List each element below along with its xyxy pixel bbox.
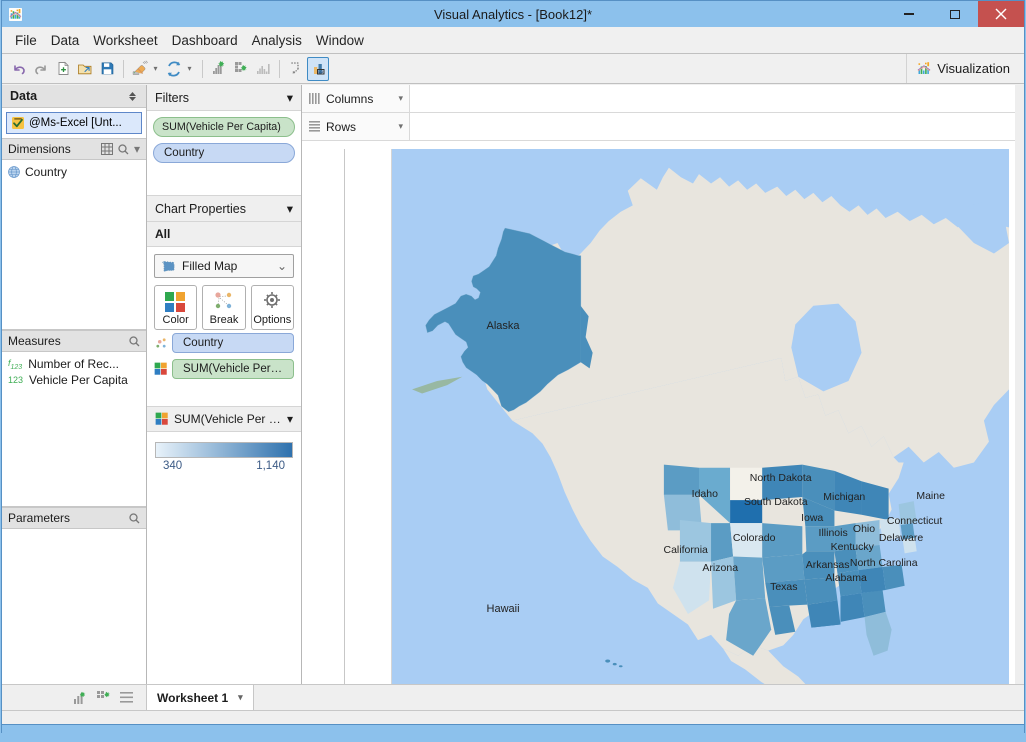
svg-text:LO: LO <box>318 70 323 74</box>
